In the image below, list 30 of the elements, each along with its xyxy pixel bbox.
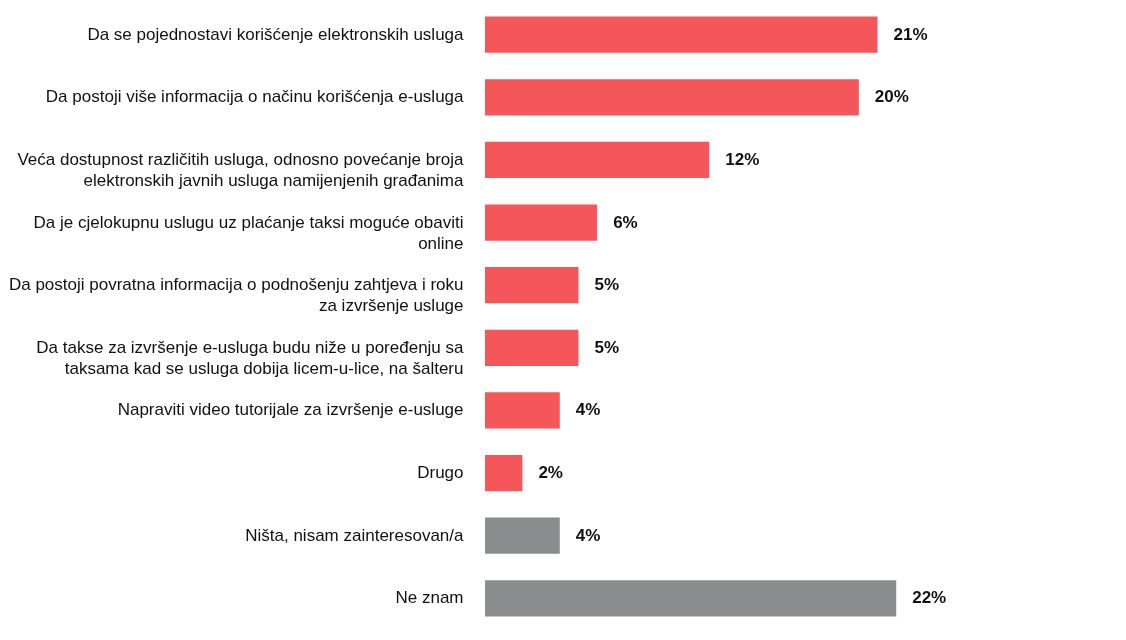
y-tick-label: Drugo	[417, 463, 464, 483]
bar	[485, 580, 897, 617]
bar	[485, 392, 560, 429]
data-label: 5%	[594, 337, 620, 357]
data-label: 12%	[725, 149, 760, 169]
data-label: 4%	[575, 400, 601, 420]
y-tick-label: Ništa, nisam zainteresovan/a	[245, 525, 465, 545]
data-label: 5%	[594, 275, 620, 295]
data-label: 4%	[575, 525, 601, 545]
bar	[485, 16, 878, 53]
y-tick-label: Veća dostupnost različitih usluga, odnosno povećanje broja elektronskih javnih usluga namijenjenih građanima	[17, 149, 465, 190]
bar	[485, 517, 560, 554]
data-label: 22%	[912, 588, 947, 608]
bar	[485, 329, 579, 366]
y-tick-label: Napraviti video tutorijale za izvršenje e-usluge	[117, 400, 464, 420]
y-tick-label: Da takse za izvršenje e-usluga budu niže u poređenju sa taksama kad se usluga dobija licem-u-lice, na šalteru	[36, 337, 465, 378]
bar	[485, 454, 523, 492]
data-label: 21%	[893, 24, 928, 44]
bar	[485, 79, 859, 116]
data-label: 6%	[613, 212, 638, 232]
y-tick-label: Ne znam	[395, 588, 464, 608]
y-tick-label: Da postoji više informacija o načinu korišćenja e-usluga	[45, 87, 465, 107]
data-label: 2%	[538, 463, 563, 483]
bar	[485, 267, 579, 304]
y-tick-label: Da postoji povratna informacija o podnošenju zahtjeva i roku za izvršenje usluge	[8, 275, 464, 316]
data-label: 20%	[874, 87, 909, 107]
bar	[485, 141, 710, 179]
y-tick-label: Da se pojednostavi korišćenje elektronskih usluga	[87, 24, 465, 44]
bar	[485, 204, 598, 241]
y-tick-label: Da je cjelokupnu uslugu uz plaćanje taksi moguće obaviti online	[33, 212, 464, 253]
